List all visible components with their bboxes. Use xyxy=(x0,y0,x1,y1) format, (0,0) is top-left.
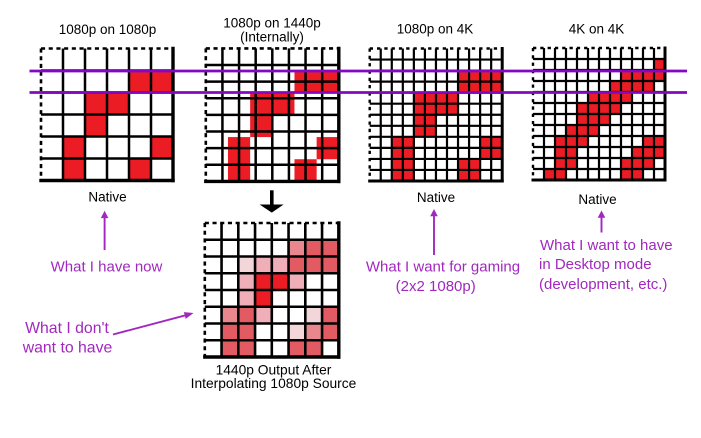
svg-text:What I have now: What I have now xyxy=(51,259,163,276)
svg-text:4K on 4K: 4K on 4K xyxy=(569,22,625,37)
svg-text:Native: Native xyxy=(88,190,126,205)
svg-text:Native: Native xyxy=(578,192,616,207)
svg-text:1080p on 1440p: 1080p on 1440p xyxy=(223,16,321,31)
svg-text:(2x2 1080p): (2x2 1080p) xyxy=(396,278,476,295)
svg-text:1080p on 1080p: 1080p on 1080p xyxy=(59,22,157,37)
svg-text:What I don't: What I don't xyxy=(25,320,109,337)
svg-text:in Desktop mode: in Desktop mode xyxy=(539,256,652,273)
svg-text:What I want to have: What I want to have xyxy=(540,237,673,254)
svg-text:(Internally): (Internally) xyxy=(240,29,304,44)
svg-text:(development, etc.): (development, etc.) xyxy=(539,276,667,293)
svg-text:Native: Native xyxy=(417,190,455,205)
svg-text:Interpolating 1080p Source: Interpolating 1080p Source xyxy=(191,376,357,391)
svg-text:want to have: want to have xyxy=(22,340,113,357)
svg-text:What I want for gaming: What I want for gaming xyxy=(366,259,520,276)
svg-text:1440p Output After: 1440p Output After xyxy=(216,363,332,378)
svg-text:1080p on 4K: 1080p on 4K xyxy=(397,22,474,37)
